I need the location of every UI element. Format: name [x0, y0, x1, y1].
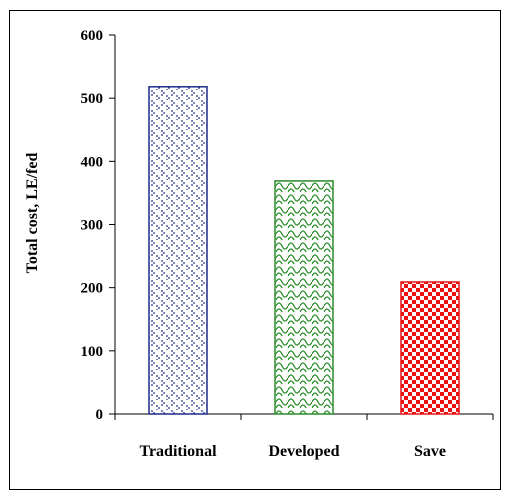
y-tick-label: 400	[81, 154, 104, 170]
y-tick-label: 0	[96, 407, 104, 423]
bar-developed	[275, 181, 333, 414]
x-category-label: Developed	[268, 443, 339, 460]
x-category-label: Traditional	[139, 443, 217, 460]
y-tick-label: 600	[81, 28, 104, 44]
x-ticks: Traditional Developed Save	[115, 414, 493, 460]
x-category-label: Save	[414, 443, 446, 460]
bar-traditional	[149, 87, 207, 414]
bars	[149, 87, 459, 414]
y-tick-label: 500	[81, 91, 104, 107]
y-ticks: 0 100 200 300 400 500 600	[81, 28, 116, 423]
y-tick-label: 200	[81, 281, 104, 297]
y-tick-label: 300	[81, 218, 104, 234]
y-axis-label: Total cost, LE/fed	[24, 153, 41, 274]
y-tick-label: 100	[81, 344, 104, 360]
bar-save	[401, 282, 459, 414]
